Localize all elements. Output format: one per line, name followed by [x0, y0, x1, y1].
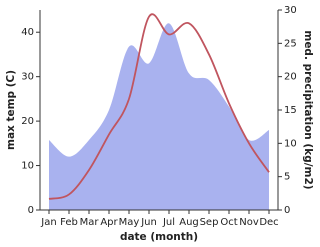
y-tick-label: 20: [21, 116, 34, 127]
y2-tick-label: 0: [284, 205, 290, 216]
y2-tick-label: 25: [284, 38, 297, 49]
x-tick-label: Dec: [259, 217, 278, 228]
x-axis-label: date (month): [120, 231, 198, 243]
y-tick-label: 10: [21, 161, 34, 172]
y2-tick-label: 15: [284, 105, 297, 116]
x-tick-label: Jan: [40, 217, 56, 228]
y2-axis-label: med. precipitation (kg/m2): [302, 30, 314, 189]
y-tick-label: 40: [21, 27, 34, 38]
y-axis-label: max temp (C): [5, 70, 17, 150]
x-tick-label: Mar: [80, 217, 100, 228]
y-tick-label: 0: [28, 205, 34, 216]
y2-tick-label: 10: [284, 138, 297, 149]
x-tick-label: May: [119, 217, 140, 228]
x-tick-label: Sep: [200, 217, 219, 228]
y2-tick-label: 5: [284, 172, 290, 183]
x-tick-label: Jul: [162, 217, 175, 228]
x-tick-label: Aug: [179, 217, 199, 228]
precipitation-area: [49, 23, 269, 210]
x-tick-label: Jun: [140, 217, 157, 228]
y-tick-label: 30: [21, 72, 34, 83]
x-tick-label: Feb: [60, 217, 78, 228]
temperature-line: [48, 13, 270, 200]
y2-tick-label: 30: [284, 5, 297, 16]
x-tick-label: Nov: [239, 217, 259, 228]
x-tick-label: Apr: [100, 217, 118, 228]
y2-tick-label: 20: [284, 72, 297, 83]
x-tick-label: Oct: [220, 217, 237, 228]
